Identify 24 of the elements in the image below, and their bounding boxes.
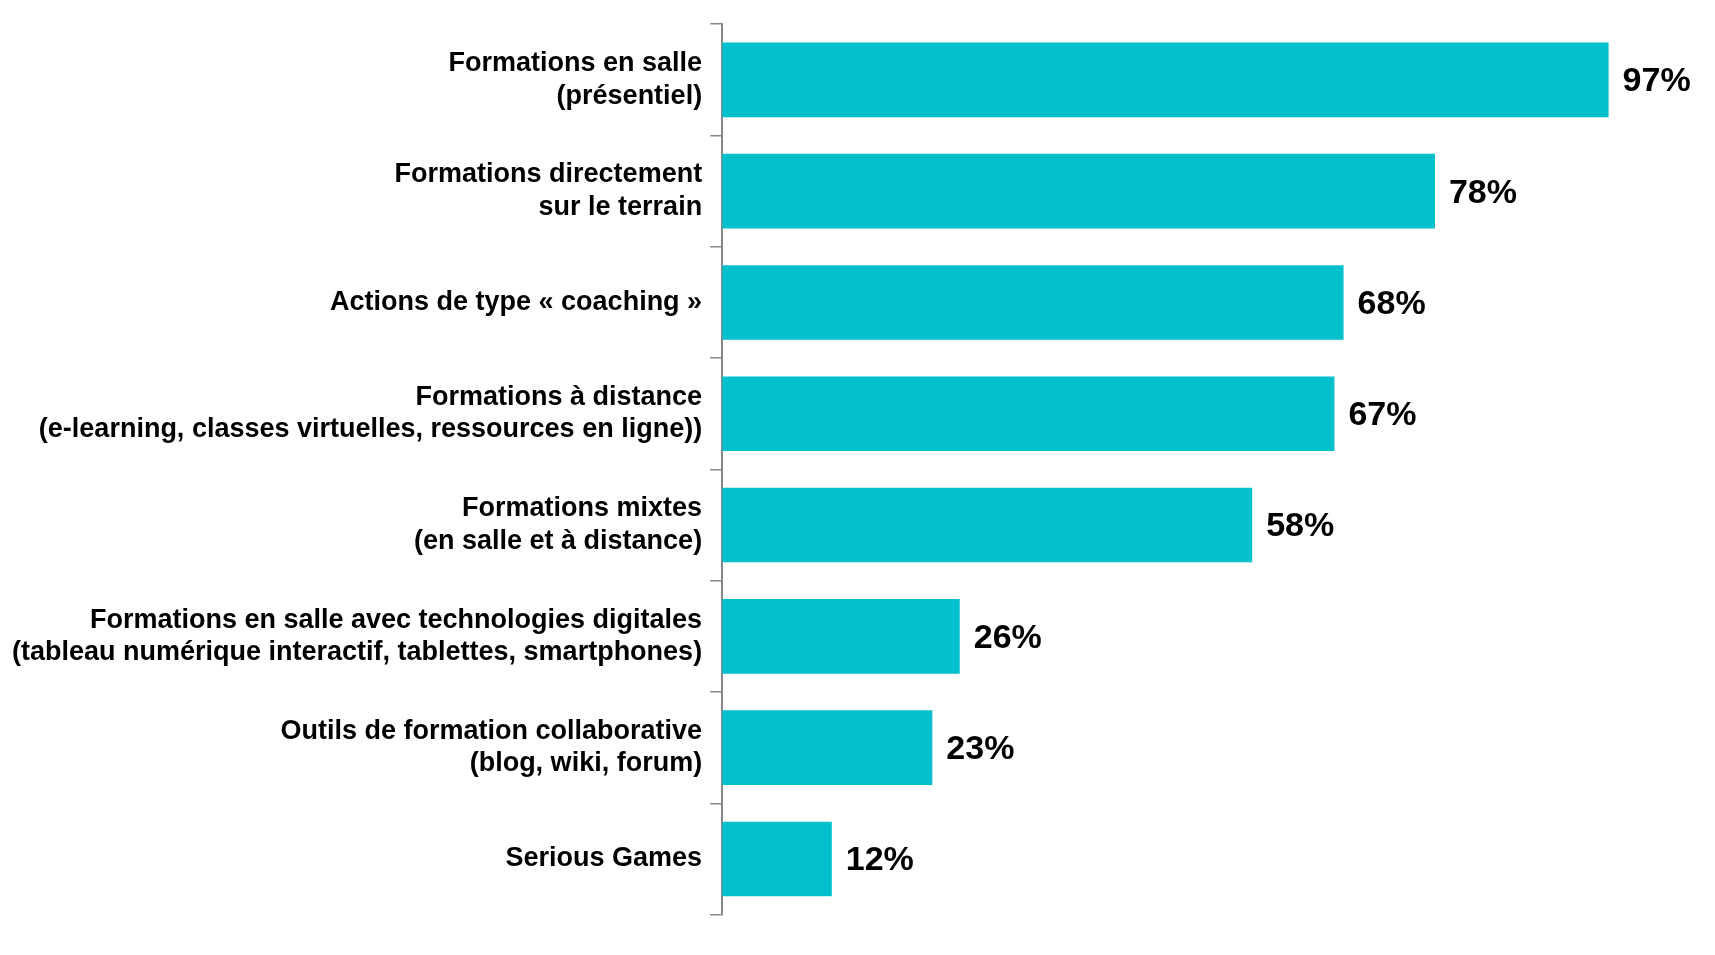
bar [722,821,832,897]
bar [722,376,1335,452]
y-tick-label: Formations directement sur le terrain [394,158,703,221]
bar [722,710,933,785]
bar [722,487,1253,563]
data-label: 26% [973,616,1042,655]
data-label: 12% [845,839,914,878]
data-label: 97% [1622,60,1691,99]
y-tick-label: Serious Games [505,842,703,873]
bar [722,42,1609,118]
y-tick-label: Formations en salle (présentiel) [448,47,703,110]
y-tick-label: Formations à distance (e-learning, classes virtuelles, ressources en ligne)) [38,381,703,444]
y-tick-label: Formations mixtes (en salle et à distance) [414,492,703,555]
data-label: 23% [946,728,1015,767]
y-tick-label: Actions de type « coaching » [330,285,703,316]
y-tick-label: Formations en salle avec technologies digitales (tableau numérique interactif, tablettes, smartphones) [11,603,703,666]
data-label: 58% [1266,505,1335,544]
y-tick-label: Outils de formation collaborative (blog, wiki, forum) [280,714,703,778]
data-label: 78% [1448,171,1518,210]
bar [722,153,1435,229]
bar [722,265,1344,340]
data-label: 67% [1348,394,1417,433]
data-label: 68% [1357,282,1426,321]
bar [722,599,960,674]
